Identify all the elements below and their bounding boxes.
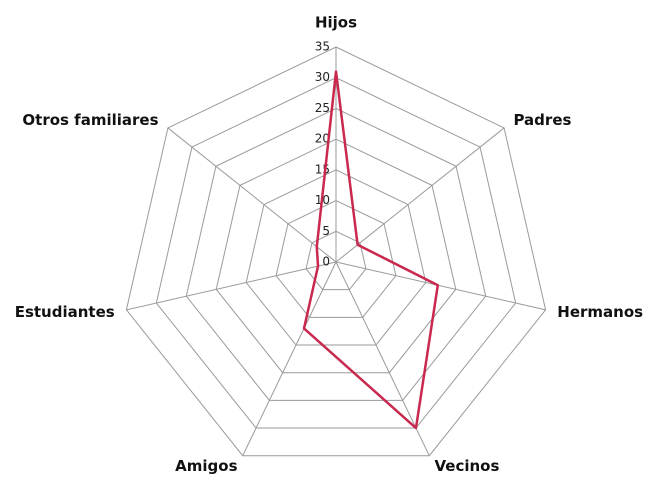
category-label: Estudiantes xyxy=(15,303,115,321)
category-label: Hermanos xyxy=(557,303,643,321)
spoke xyxy=(335,261,546,311)
category-label: Vecinos xyxy=(434,457,499,475)
spoke xyxy=(335,261,430,456)
tick-label: 35 xyxy=(315,40,330,54)
tick-label: 30 xyxy=(315,70,330,84)
grid-ring xyxy=(245,169,427,346)
category-label: Otros familiares xyxy=(22,111,158,129)
tick-label: 25 xyxy=(315,101,330,115)
grid-ring xyxy=(215,138,457,374)
category-label: Padres xyxy=(513,111,571,129)
series-line xyxy=(302,70,440,430)
spoke xyxy=(335,127,505,263)
tick-label: 0 xyxy=(322,255,330,269)
spoke xyxy=(167,127,337,263)
category-label: Hijos xyxy=(315,14,357,32)
category-label: Amigos xyxy=(175,457,237,475)
tick-label: 15 xyxy=(315,162,330,176)
grid-ring xyxy=(125,46,547,457)
tick-label: 20 xyxy=(315,132,330,146)
tick-label: 5 xyxy=(322,224,330,238)
grid-ring xyxy=(275,200,397,318)
spoke xyxy=(126,261,337,311)
grid-ring xyxy=(155,77,517,429)
grid-ring xyxy=(185,107,487,401)
spoke xyxy=(242,261,337,456)
